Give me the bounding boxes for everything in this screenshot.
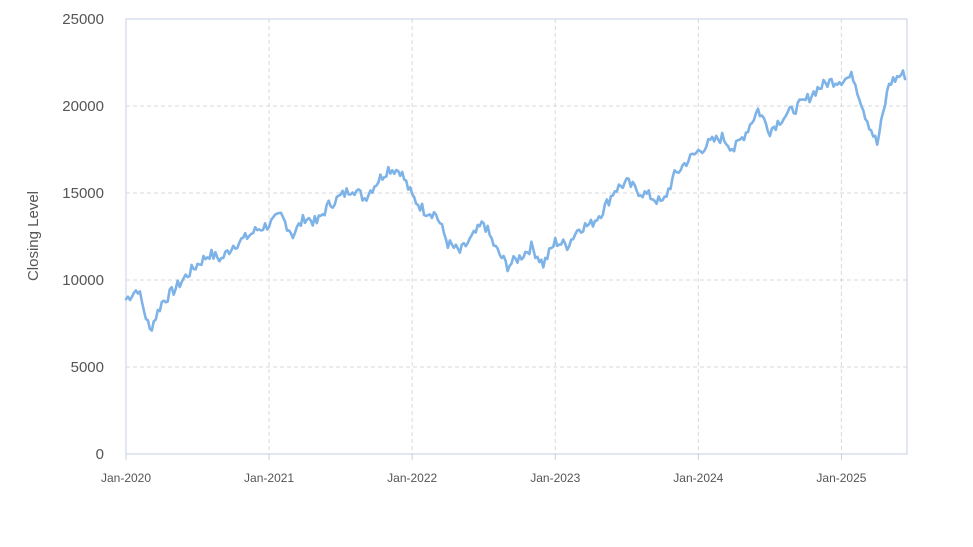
y-tick-label: 15000 [62,185,104,202]
y-tick-label: 20000 [62,98,104,115]
x-tick-label: Jan-2024 [673,471,723,485]
x-tick-label: Jan-2021 [244,471,294,485]
y-axis-title: Closing Level [25,191,42,281]
series-layer [124,69,907,332]
y-tick-label: 10000 [62,272,104,289]
series-line [124,69,907,332]
x-tick-label: Jan-2023 [530,471,580,485]
grid [126,18,907,454]
plot-frame [125,18,908,455]
axes [125,18,908,460]
y-tick-label: 25000 [62,11,104,28]
y-tick-label: 0 [96,446,104,463]
x-tick-label: Jan-2022 [387,471,437,485]
y-tick-label: 5000 [71,359,104,376]
x-tick-label: Jan-2020 [101,471,151,485]
x-tick-label: Jan-2025 [816,471,866,485]
tick-labels: 0 5000 10000 15000 20000 25000 Jan-2020 Jan-202… [62,11,866,485]
